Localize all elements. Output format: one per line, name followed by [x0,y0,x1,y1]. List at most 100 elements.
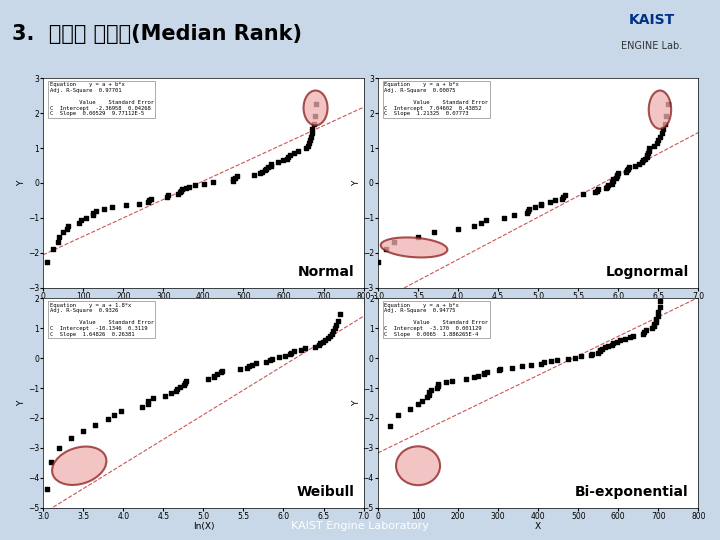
Point [587,349,598,358]
Point [304,136,315,145]
Point [295,346,307,354]
Text: 3.  메디안 랭크법(Median Rank): 3. 메디안 랭크법(Median Rank) [12,24,302,44]
Point [647,324,658,333]
Point [612,169,624,178]
Point [652,308,664,316]
Point [189,181,201,190]
Point [621,167,632,176]
Point [608,175,619,184]
Ellipse shape [381,238,447,258]
Point [81,213,92,222]
Point [142,198,153,206]
Point [159,392,171,400]
Point [45,457,57,466]
Point [651,314,662,323]
Point [332,316,343,325]
Point [162,191,174,200]
Point [657,125,669,133]
Point [328,327,339,335]
Point [143,196,155,205]
Point [661,112,672,120]
Point [468,373,480,382]
Point [90,207,102,215]
Point [559,191,571,200]
Text: Equation    y = a + b*x
Adj. R-Square  0.94775

         Value    Standard Error: Equation y = a + b*x Adj. R-Square 0.947… [384,302,488,336]
Point [526,361,537,369]
Point [413,232,424,241]
Point [432,381,444,390]
Point [638,328,649,336]
Point [628,332,639,340]
Point [607,177,618,185]
Y-axis label: Y: Y [352,400,361,406]
X-axis label: X: X [200,302,207,311]
Point [552,356,563,364]
Point [602,181,613,190]
Point [284,350,296,359]
Point [75,215,86,224]
Point [654,133,666,141]
Point [384,422,396,430]
Point [307,119,319,128]
Point [198,179,210,188]
Point [536,199,547,208]
Point [279,352,291,360]
Ellipse shape [52,447,107,485]
Point [591,187,603,195]
Point [529,203,541,212]
Point [98,205,109,213]
Point [662,99,674,108]
Point [640,326,652,335]
Point [539,358,550,367]
Point [246,360,258,369]
Point [649,141,660,150]
Point [536,201,547,210]
Point [585,350,597,359]
Point [592,185,603,194]
Point [636,158,647,166]
Text: Equation    y = a + b*x
Adj. R-Square  0.00075

         Value    Standard Error: Equation y = a + b*x Adj. R-Square 0.000… [384,83,488,117]
Point [535,360,546,368]
Point [508,211,519,220]
Text: KAIST Engine Laboratory: KAIST Engine Laboratory [291,521,429,531]
Point [176,185,188,194]
X-axis label: X: X [535,522,541,531]
Point [592,348,603,357]
Point [172,190,184,198]
Point [594,346,606,354]
Ellipse shape [396,447,440,485]
Point [148,394,159,403]
Point [216,366,228,375]
Point [372,258,384,266]
Point [320,335,331,344]
Point [175,187,186,195]
Point [106,203,117,212]
Point [171,384,183,393]
Point [264,356,276,364]
Point [606,179,618,188]
Point [638,330,649,339]
Point [575,352,587,361]
Point [88,209,99,218]
Point [329,324,341,333]
Point [570,353,581,362]
Point [215,368,227,376]
Point [202,375,214,383]
Point [479,370,490,379]
Ellipse shape [304,91,328,125]
Point [624,163,635,172]
Point [498,213,510,222]
Point [611,338,623,346]
Y-axis label: Y: Y [17,180,27,186]
Point [175,382,186,391]
Point [120,201,132,210]
Point [614,336,626,345]
Point [523,207,534,215]
Point [620,335,631,343]
Point [599,343,611,352]
Point [208,371,220,380]
Point [431,383,443,392]
Point [73,218,85,227]
Point [577,190,589,198]
Point [388,238,400,246]
